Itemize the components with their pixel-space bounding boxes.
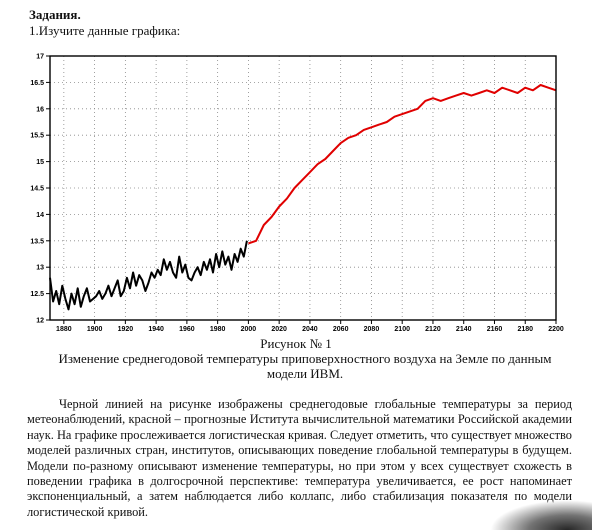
y-tick-label: 14.5 [30, 186, 44, 193]
y-tick-label: 16.5 [30, 80, 44, 87]
forecast-temperature-line [248, 84, 557, 245]
x-tick-label: 1980 [210, 326, 226, 333]
chart-series [49, 84, 557, 311]
x-tick-label: 2140 [456, 326, 472, 333]
plot-frame [49, 55, 557, 321]
x-tick-label: 1920 [118, 326, 134, 333]
figure-number: Рисунок № 1 [260, 336, 332, 351]
y-tick-label: 17 [36, 54, 44, 61]
y-tick-label: 15.5 [30, 133, 44, 140]
temperature-chart: 12 12.5 13 13.5 14 14.5 15 15.5 16 16.5 17 1880 190… [30, 54, 564, 334]
x-tick-label: 2200 [548, 326, 564, 333]
y-tick-label: 12 [36, 318, 44, 325]
observed-temperature-line [49, 240, 248, 311]
x-tick-label: 2160 [487, 326, 503, 333]
x-tick-label: 2080 [364, 326, 380, 333]
y-tick-label: 15 [36, 159, 44, 166]
x-tick-label: 2060 [333, 326, 349, 333]
x-tick-label: 1900 [87, 326, 103, 333]
x-tick-label: 2040 [302, 326, 318, 333]
chart-grid [50, 56, 556, 320]
page-corner-shadow [490, 500, 592, 530]
x-tick-label: 2000 [241, 326, 257, 333]
y-tick-label: 13.5 [30, 238, 44, 245]
figure-caption: Изменение среднегодовой температуры прип… [58, 351, 552, 381]
x-tick-label: 2100 [394, 326, 410, 333]
body-paragraph: Черной линией на рисунке изображены сред… [27, 397, 572, 519]
x-tick-label: 2180 [517, 326, 533, 333]
y-axis-ticks: 12 12.5 13 13.5 14 14.5 15 15.5 16 16.5 17 [30, 54, 50, 325]
y-tick-label: 14 [36, 212, 44, 219]
tasks-heading: Задания. [29, 7, 81, 22]
x-tick-label: 2120 [425, 326, 441, 333]
y-tick-label: 16 [36, 106, 44, 113]
x-axis-ticks: 1880 1900 1920 1940 1960 1980 2000 2020 2040 2060… [56, 320, 564, 333]
y-tick-label: 13 [36, 265, 44, 272]
x-tick-label: 1960 [179, 326, 195, 333]
x-tick-label: 1940 [148, 326, 164, 333]
task-instruction: 1.Изучите данные графика: [29, 23, 181, 38]
y-tick-label: 12.5 [30, 291, 44, 298]
x-tick-label: 2020 [271, 326, 287, 333]
x-tick-label: 1880 [56, 326, 72, 333]
